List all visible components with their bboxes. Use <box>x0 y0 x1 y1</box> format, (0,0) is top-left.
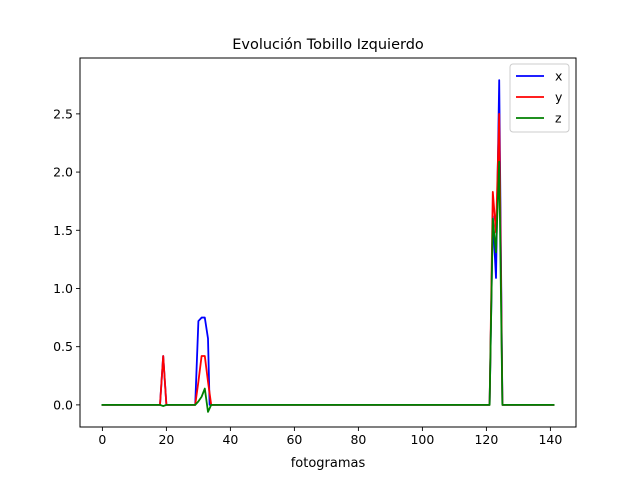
legend-label-y: y <box>555 90 563 105</box>
series-line-y <box>101 112 555 406</box>
plot-area-frame <box>79 57 577 428</box>
x-axis-ticks: 0 20 40 60 80 100 120 140 <box>98 427 562 447</box>
x-tick-label: 60 <box>286 432 302 447</box>
legend-label-x: x <box>555 69 562 84</box>
y-tick-label: 1.0 <box>53 281 73 296</box>
x-tick-label: 120 <box>474 432 498 447</box>
y-axis-ticks: 0.0 0.5 1.0 1.5 2.0 2.5 <box>53 106 80 412</box>
y-tick-label: 0.5 <box>53 339 73 354</box>
series-line-z <box>101 160 555 413</box>
plot-lines <box>101 79 555 413</box>
x-tick-label: 0 <box>98 432 106 447</box>
y-tick-label: 1.5 <box>53 223 73 238</box>
y-tick-label: 2.5 <box>53 106 73 121</box>
x-tick-label: 140 <box>538 432 562 447</box>
x-tick-label: 100 <box>410 432 434 447</box>
y-tick-label: 2.0 <box>53 165 73 180</box>
x-tick-label: 80 <box>350 432 366 447</box>
x-tick-label: 20 <box>158 432 174 447</box>
y-tick-label: 0.0 <box>53 397 73 412</box>
legend: xyz <box>509 63 570 133</box>
legend-box <box>509 63 570 133</box>
legend-label-z: z <box>555 111 562 126</box>
x-tick-label: 40 <box>222 432 238 447</box>
chart-title: Evolución Tobillo Izquierdo <box>232 37 424 53</box>
x-axis-label: fotogramas <box>291 456 366 471</box>
